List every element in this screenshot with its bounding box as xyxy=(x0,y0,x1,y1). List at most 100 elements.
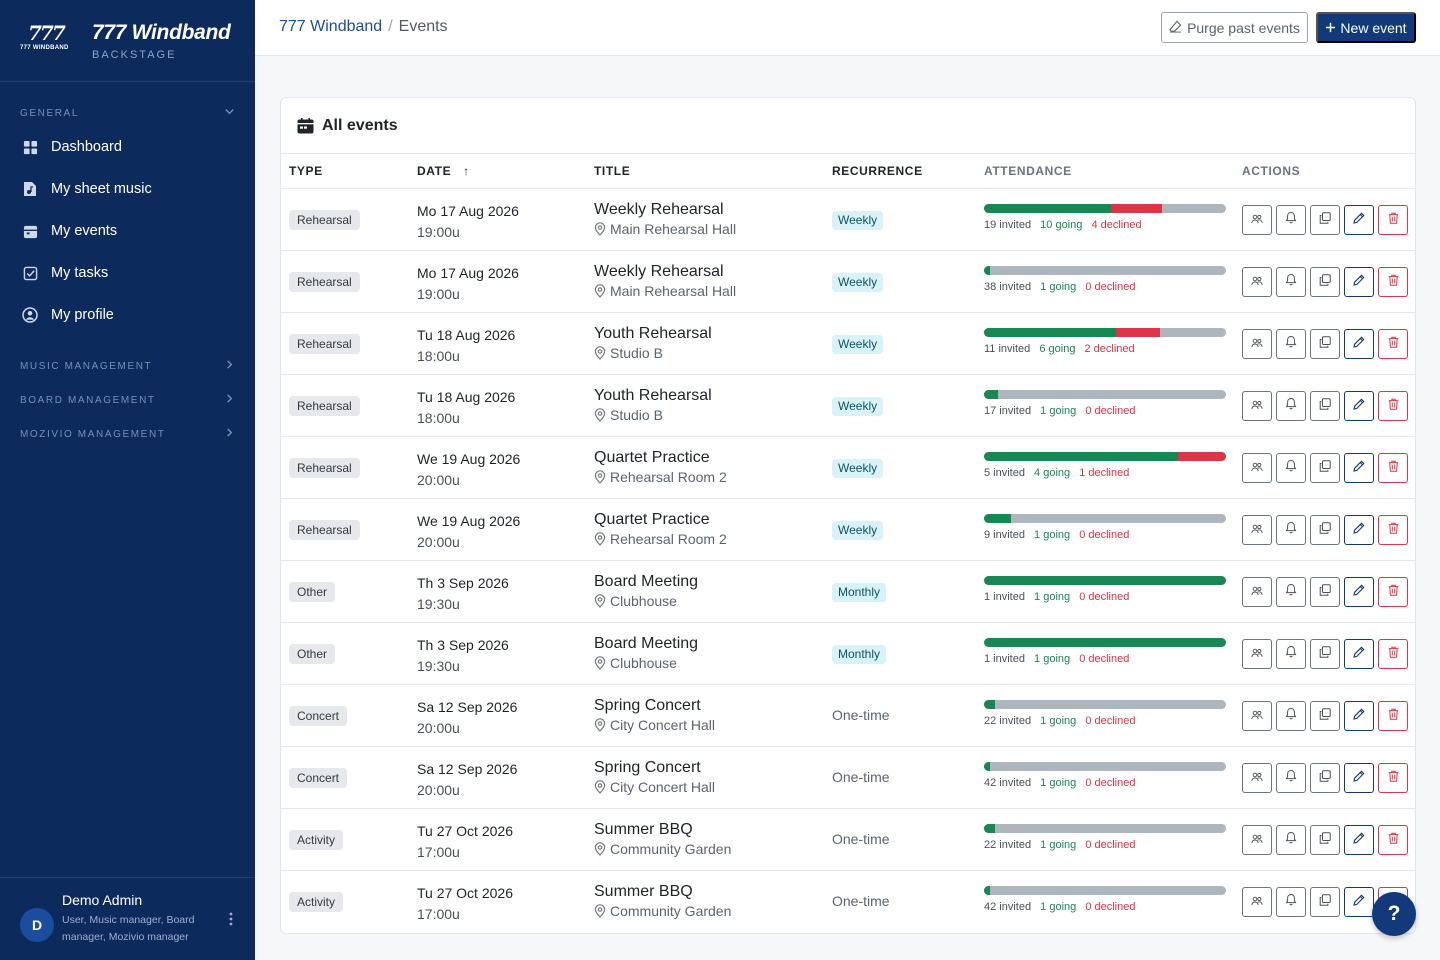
table-row[interactable]: Other Th 3 Sep 2026 19:30u Board Meeting… xyxy=(281,623,1415,685)
purge-past-events-button[interactable]: Purge past events xyxy=(1161,12,1308,43)
table-row[interactable]: Rehearsal We 19 Aug 2026 20:00u Quartet … xyxy=(281,437,1415,499)
delete-button[interactable] xyxy=(1378,701,1408,731)
event-title[interactable]: Board Meeting xyxy=(594,635,699,652)
sidebar-item-events[interactable]: My events xyxy=(0,210,255,252)
participants-button[interactable] xyxy=(1242,391,1272,421)
participants-button[interactable] xyxy=(1242,329,1272,359)
duplicate-button[interactable] xyxy=(1310,639,1340,669)
participants-button[interactable] xyxy=(1242,267,1272,297)
participants-button[interactable] xyxy=(1242,701,1272,731)
notify-button[interactable] xyxy=(1276,639,1306,669)
edit-button[interactable] xyxy=(1344,763,1374,793)
edit-button[interactable] xyxy=(1344,205,1374,235)
sidebar-item-sheet-music[interactable]: My sheet music xyxy=(0,168,255,210)
event-title[interactable]: Summer BBQ xyxy=(594,883,693,900)
notify-button[interactable] xyxy=(1276,577,1306,607)
delete-button[interactable] xyxy=(1378,825,1408,855)
edit-button[interactable] xyxy=(1344,329,1374,359)
notify-button[interactable] xyxy=(1276,763,1306,793)
participants-button[interactable] xyxy=(1242,515,1272,545)
notify-button[interactable] xyxy=(1276,887,1306,917)
event-title[interactable]: Summer BBQ xyxy=(594,821,693,838)
duplicate-button[interactable] xyxy=(1310,887,1340,917)
event-title[interactable]: Youth Rehearsal xyxy=(594,325,712,342)
participants-button[interactable] xyxy=(1242,205,1272,235)
brand[interactable]: 777 777 WINDBAND 777 Windband BACKSTAGE xyxy=(0,0,255,82)
table-row[interactable]: Concert Sa 12 Sep 2026 20:00u Spring Con… xyxy=(281,685,1415,747)
duplicate-button[interactable] xyxy=(1310,825,1340,855)
event-title[interactable]: Board Meeting xyxy=(594,573,699,590)
edit-button[interactable] xyxy=(1344,515,1374,545)
event-title[interactable]: Youth Rehearsal xyxy=(594,387,712,404)
participants-button[interactable] xyxy=(1242,453,1272,483)
edit-button[interactable] xyxy=(1344,825,1374,855)
duplicate-button[interactable] xyxy=(1310,267,1340,297)
duplicate-button[interactable] xyxy=(1310,515,1340,545)
kebab-menu-icon[interactable] xyxy=(229,912,233,929)
event-title[interactable]: Quartet Practice xyxy=(594,511,710,528)
duplicate-button[interactable] xyxy=(1310,391,1340,421)
section-mozivio-management[interactable]: MOZIVIO MANAGEMENT xyxy=(0,417,255,451)
edit-button[interactable] xyxy=(1344,391,1374,421)
table-row[interactable]: Rehearsal We 19 Aug 2026 20:00u Quartet … xyxy=(281,499,1415,561)
delete-button[interactable] xyxy=(1378,453,1408,483)
table-row[interactable]: Rehearsal Mo 17 Aug 2026 19:00u Weekly R… xyxy=(281,251,1415,313)
notify-button[interactable] xyxy=(1276,205,1306,235)
notify-button[interactable] xyxy=(1276,515,1306,545)
table-row[interactable]: Rehearsal Tu 18 Aug 2026 18:00u Youth Re… xyxy=(281,313,1415,375)
duplicate-button[interactable] xyxy=(1310,577,1340,607)
notify-button[interactable] xyxy=(1276,825,1306,855)
edit-button[interactable] xyxy=(1344,453,1374,483)
table-row[interactable]: Rehearsal Tu 18 Aug 2026 18:00u Youth Re… xyxy=(281,375,1415,437)
edit-button[interactable] xyxy=(1344,701,1374,731)
duplicate-button[interactable] xyxy=(1310,701,1340,731)
duplicate-button[interactable] xyxy=(1310,205,1340,235)
section-board-management[interactable]: BOARD MANAGEMENT xyxy=(0,383,255,417)
event-title[interactable]: Weekly Rehearsal xyxy=(594,263,724,280)
header-type[interactable]: TYPE xyxy=(289,164,323,178)
participants-button[interactable] xyxy=(1242,887,1272,917)
sidebar-item-dashboard[interactable]: Dashboard xyxy=(0,126,255,168)
duplicate-button[interactable] xyxy=(1310,763,1340,793)
notify-button[interactable] xyxy=(1276,267,1306,297)
event-title[interactable]: Quartet Practice xyxy=(594,449,710,466)
participants-button[interactable] xyxy=(1242,577,1272,607)
edit-button[interactable] xyxy=(1344,577,1374,607)
participants-button[interactable] xyxy=(1242,825,1272,855)
participants-button[interactable] xyxy=(1242,639,1272,669)
notify-button[interactable] xyxy=(1276,391,1306,421)
section-music-management[interactable]: MUSIC MANAGEMENT xyxy=(0,349,255,383)
table-row[interactable]: Rehearsal Mo 17 Aug 2026 19:00u Weekly R… xyxy=(281,189,1415,251)
edit-button[interactable] xyxy=(1344,267,1374,297)
event-title[interactable]: Spring Concert xyxy=(594,697,701,714)
user-panel[interactable]: D Demo Admin User, Music manager, Board … xyxy=(0,877,255,960)
table-row[interactable]: Activity Tu 27 Oct 2026 17:00u Summer BB… xyxy=(281,871,1415,933)
delete-button[interactable] xyxy=(1378,639,1408,669)
delete-button[interactable] xyxy=(1378,577,1408,607)
duplicate-button[interactable] xyxy=(1310,453,1340,483)
notify-button[interactable] xyxy=(1276,329,1306,359)
delete-button[interactable] xyxy=(1378,205,1408,235)
delete-button[interactable] xyxy=(1378,391,1408,421)
notify-button[interactable] xyxy=(1276,701,1306,731)
header-date[interactable]: DATE ↑ xyxy=(417,164,470,178)
event-title[interactable]: Spring Concert xyxy=(594,759,701,776)
participants-button[interactable] xyxy=(1242,763,1272,793)
edit-button[interactable] xyxy=(1344,887,1374,917)
sidebar-item-tasks[interactable]: My tasks xyxy=(0,252,255,294)
section-general[interactable]: GENERAL xyxy=(0,102,255,124)
notify-button[interactable] xyxy=(1276,453,1306,483)
sidebar-item-profile[interactable]: My profile xyxy=(0,294,255,336)
delete-button[interactable] xyxy=(1378,329,1408,359)
table-row[interactable]: Activity Tu 27 Oct 2026 17:00u Summer BB… xyxy=(281,809,1415,871)
header-recurrence[interactable]: RECURRENCE xyxy=(832,164,923,178)
duplicate-button[interactable] xyxy=(1310,329,1340,359)
table-row[interactable]: Other Th 3 Sep 2026 19:30u Board Meeting… xyxy=(281,561,1415,623)
help-button[interactable]: ? xyxy=(1372,892,1416,936)
edit-button[interactable] xyxy=(1344,639,1374,669)
delete-button[interactable] xyxy=(1378,515,1408,545)
new-event-button[interactable]: New event xyxy=(1316,12,1416,43)
event-title[interactable]: Weekly Rehearsal xyxy=(594,201,724,218)
header-title[interactable]: TITLE xyxy=(594,164,631,178)
table-row[interactable]: Concert Sa 12 Sep 2026 20:00u Spring Con… xyxy=(281,747,1415,809)
